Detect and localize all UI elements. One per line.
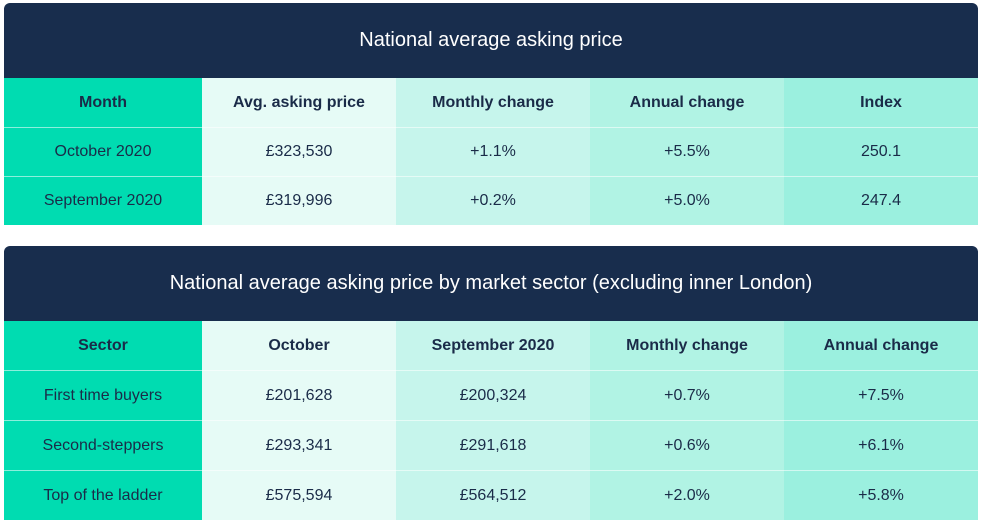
table-cell: £291,618: [396, 420, 590, 471]
table-cell: £201,628: [202, 370, 396, 421]
column-header-month: Month: [4, 78, 202, 128]
table-cell: 247.4: [784, 176, 978, 225]
table-cell: £323,530: [202, 127, 396, 177]
table-cell: +7.5%: [784, 370, 978, 421]
table-cell: +5.8%: [784, 470, 978, 520]
table-cell: £200,324: [396, 370, 590, 421]
column-header-index: Index: [784, 78, 978, 128]
table-header-row: Month Avg. asking price Monthly change A…: [4, 78, 978, 128]
table-cell: +0.6%: [590, 420, 784, 471]
column-header-sector: Sector: [4, 321, 202, 371]
table-cell: +1.1%: [396, 127, 590, 177]
asking-price-title: National average asking price: [4, 3, 978, 78]
asking-price-panel: National average asking price Month Avg.…: [4, 3, 978, 225]
table-cell: +0.7%: [590, 370, 784, 421]
column-header-october: October: [202, 321, 396, 371]
market-sector-table: Sector October September 2020 Monthly ch…: [4, 321, 978, 520]
table-row: October 2020 £323,530 +1.1% +5.5% 250.1: [4, 127, 978, 177]
market-sector-title: National average asking price by market …: [4, 246, 978, 321]
table-cell: +5.5%: [590, 127, 784, 177]
row-label: Top of the ladder: [4, 470, 202, 520]
table-cell: £293,341: [202, 420, 396, 471]
table-row: Second-steppers £293,341 £291,618 +0.6% …: [4, 420, 978, 471]
row-label: September 2020: [4, 176, 202, 225]
column-header-september-2020: September 2020: [396, 321, 590, 371]
table-cell: +5.0%: [590, 176, 784, 225]
table-cell: +2.0%: [590, 470, 784, 520]
table-row: First time buyers £201,628 £200,324 +0.7…: [4, 370, 978, 421]
column-header-annual-change: Annual change: [784, 321, 978, 371]
table-header-row: Sector October September 2020 Monthly ch…: [4, 321, 978, 371]
table-row: September 2020 £319,996 +0.2% +5.0% 247.…: [4, 176, 978, 225]
table-cell: +6.1%: [784, 420, 978, 471]
market-sector-panel: National average asking price by market …: [4, 246, 978, 520]
table-cell: £575,594: [202, 470, 396, 520]
table-row: Top of the ladder £575,594 £564,512 +2.0…: [4, 470, 978, 520]
table-cell: £564,512: [396, 470, 590, 520]
column-header-avg-asking-price: Avg. asking price: [202, 78, 396, 128]
column-header-annual-change: Annual change: [590, 78, 784, 128]
row-label: Second-steppers: [4, 420, 202, 471]
table-cell: 250.1: [784, 127, 978, 177]
table-cell: +0.2%: [396, 176, 590, 225]
row-label: First time buyers: [4, 370, 202, 421]
row-label: October 2020: [4, 127, 202, 177]
asking-price-table: Month Avg. asking price Monthly change A…: [4, 78, 978, 225]
column-header-monthly-change: Monthly change: [590, 321, 784, 371]
table-cell: £319,996: [202, 176, 396, 225]
column-header-monthly-change: Monthly change: [396, 78, 590, 128]
